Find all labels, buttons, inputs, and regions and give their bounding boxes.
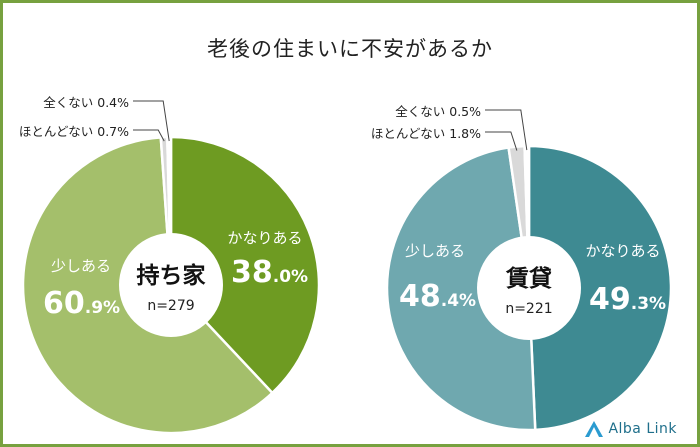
pie1-slice-1-value: 38.0% — [231, 255, 308, 290]
pie1-slice-3-callout: ほとんどない 0.7% — [19, 124, 129, 139]
chart-title: 老後の住まいに不安があるか — [207, 37, 493, 61]
pie1-center — [119, 233, 223, 337]
logo-icon — [585, 421, 604, 437]
pie2-center — [477, 236, 581, 340]
logo-text: Alba Link — [608, 421, 677, 437]
pie2-center-label: 賃貸 — [505, 265, 552, 292]
pie2-slice-1-value: 49.3% — [589, 282, 666, 317]
pie2-slice-2-value: 48.4% — [399, 279, 476, 314]
pie1-outline — [22, 136, 320, 434]
pie2-slice-4-leader — [485, 109, 528, 151]
alba-link-logo: Alba Link — [584, 420, 677, 438]
pie1-slice-1-label: かなりある — [227, 229, 302, 247]
pie2-slice-1-label: かなりある — [585, 242, 660, 260]
pie2-outline — [386, 145, 672, 431]
pie2-n-label: n=221 — [505, 301, 552, 317]
pie1-slice-2-label: 少しある — [51, 257, 111, 275]
pie1-slice-2-value: 60.9% — [43, 286, 120, 321]
pie1-n-label: n=279 — [147, 298, 194, 314]
pie2-slice-4-callout: 全くない 0.5% — [395, 104, 481, 119]
pie1-slice-3-leader — [133, 129, 165, 142]
pie1-slice-4-callout: 全くない 0.4% — [43, 95, 129, 110]
pie2-slice-2-label: 少しある — [405, 242, 465, 260]
pie1-center-label: 持ち家 — [137, 262, 206, 289]
pie2-slice-3-callout: ほとんどない 1.8% — [371, 126, 481, 141]
pie1-slice-4-leader — [133, 100, 170, 142]
pie-charts: 持ち家 n=279 かなりある 38.0% 少しある 60.9% ほとんどない 0.7% 全く… — [19, 95, 673, 435]
pie2-slice-3-leader — [485, 131, 518, 151]
